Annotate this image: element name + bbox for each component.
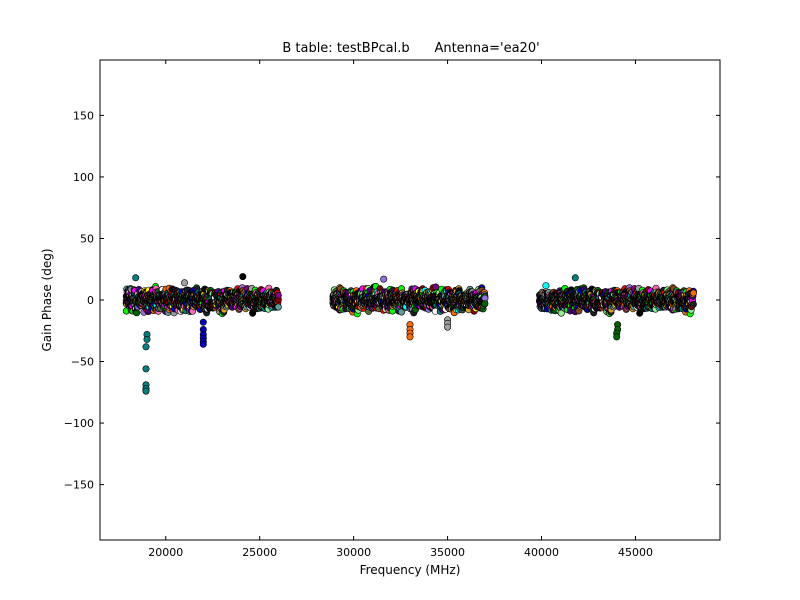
x-tick-label: 35000 [430,546,465,559]
y-tick-label: 150 [73,109,94,122]
data-point [132,274,140,282]
x-tick-label: 45000 [618,546,653,559]
data-point [181,279,189,287]
data-point [380,275,388,283]
data-point [142,365,150,373]
x-tick-label: 40000 [524,546,559,559]
data-point [406,333,414,341]
data-points [122,273,697,395]
data-point [481,300,489,308]
chart-title: B table: testBPcal.b Antenna='ea20' [282,41,539,56]
y-tick-label: −150 [64,479,94,492]
data-point [432,283,440,291]
x-axis-label: Frequency (MHz) [360,563,461,577]
y-tick-label: 100 [73,171,94,184]
data-point [689,300,697,308]
data-point [274,303,282,311]
data-point [571,274,579,282]
data-point [444,323,452,331]
x-tick-label: 30000 [336,546,371,559]
x-tick-label: 25000 [242,546,277,559]
y-axis-label: Gain Phase (deg) [40,248,54,351]
data-point [613,333,621,341]
y-tick-label: −50 [71,356,94,369]
data-point [199,340,207,348]
data-point [689,289,697,297]
y-tick-label: 0 [87,294,94,307]
data-point [239,273,247,281]
data-point [199,318,207,326]
data-point [142,387,150,395]
data-point [542,282,550,290]
data-point [142,343,150,351]
y-tick-label: −100 [64,417,94,430]
x-tick-label: 20000 [148,546,183,559]
data-point [143,335,151,343]
y-tick-label: 50 [80,232,94,245]
data-point [274,291,282,299]
